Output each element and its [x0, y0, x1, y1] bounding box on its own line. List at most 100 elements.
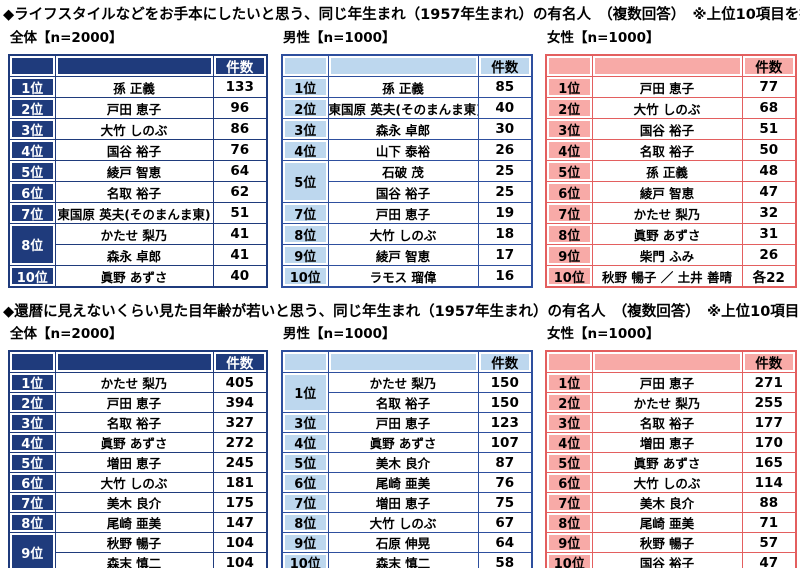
rank-cell: 3位 [8, 118, 56, 140]
name-cell: 眞野 あずさ [54, 265, 214, 288]
rank-cell: 1位 [8, 372, 56, 393]
rank-cell: 5位 [545, 452, 593, 473]
table-row: 6位 名取 裕子 62 [8, 181, 268, 203]
name-cell: 綾戸 智恵 [54, 160, 214, 182]
table-row: 森末 慎二 104 [9, 552, 268, 568]
rank-header-cell [8, 54, 56, 77]
table-row: 1位 戸田 恵子 271 [545, 372, 797, 393]
name-cell: 増田 恵子 [591, 432, 743, 453]
count-header-cell: 件数 [741, 54, 797, 77]
count-cell: 114 [741, 472, 797, 493]
count-cell: 51 [212, 202, 268, 224]
name-header-cell [327, 350, 479, 373]
name-cell: 国谷 裕子 [591, 118, 743, 140]
count-cell: 25 [477, 160, 533, 182]
name-header-cell [54, 54, 214, 77]
count-cell: 50 [741, 139, 797, 161]
rank-cell: 10位 [545, 552, 593, 568]
header-row: 件数 [8, 54, 268, 77]
count-cell: 57 [741, 532, 797, 553]
count-cell: 47 [741, 552, 797, 568]
count-cell: 123 [477, 412, 533, 433]
name-cell: 戸田 恵子 [54, 97, 214, 119]
table-row: 8位 かたせ 梨乃 41 [8, 223, 268, 266]
count-header-cell: 件数 [212, 350, 268, 373]
name-cell: 尾崎 亜美 [591, 512, 743, 533]
table-row: 10位 眞野 あずさ 40 [8, 265, 268, 288]
rank-cell: 6位 [545, 181, 593, 203]
count-cell: 62 [212, 181, 268, 203]
table-row: 5位 増田 恵子 245 [8, 452, 268, 473]
count-cell: 177 [741, 412, 797, 433]
count-header-cell: 件数 [477, 350, 533, 373]
name-header-cell [591, 54, 743, 77]
table-row: 6位 尾崎 亜美 76 [281, 472, 533, 493]
name-cell: 孫 正義 [54, 76, 214, 98]
table-row: 6位 綾戸 智恵 47 [545, 181, 797, 203]
count-cell: 68 [741, 97, 797, 119]
header-row: 件数 [8, 350, 268, 373]
table-block-young-female: 女性【n=1000】 件数 1位 戸田 恵子 271 2位 かたせ 梨乃 255 3位 名取 裕… [545, 326, 797, 568]
rank-cell: 4位 [281, 139, 329, 161]
table-row: 4位 増田 恵子 170 [545, 432, 797, 453]
table-row: 8位 大竹 しのぶ 18 [281, 223, 533, 245]
table-label-female: 女性【n=1000】 [547, 326, 660, 342]
table-row: 5位 眞野 あずさ 165 [545, 452, 797, 473]
count-cell: 87 [477, 452, 533, 473]
count-cell: 58 [477, 552, 533, 568]
table-row: 9位 秋野 暢子 57 [545, 532, 797, 553]
table-row: 5位孫 正義 48 [545, 160, 797, 182]
count-cell: 26 [741, 244, 797, 266]
name-cell: 尾崎 亜美 [327, 472, 479, 493]
rank-cell: 1位 [545, 76, 593, 98]
name-cell: 森永 卓郎 [54, 244, 214, 266]
rank-cell: 2位 [545, 392, 593, 413]
table-row: 7位 東国原 英夫(そのまんま東) 51 [8, 202, 268, 224]
count-cell: 170 [741, 432, 797, 453]
rank-header-cell [281, 350, 329, 373]
table-row: 4位 眞野 あずさ 107 [281, 432, 533, 453]
rank-header-cell [281, 54, 329, 77]
table-row: 9位 秋野 暢子 104 [8, 532, 268, 568]
table-block-lifestyle-female: 女性【n=1000】 件数 1位 戸田 恵子 77 2位 大竹 しのぶ 68 3位 国谷 裕子 5… [545, 30, 797, 288]
table-row: 4位 国谷 裕子 76 [8, 139, 268, 161]
count-cell: 86 [212, 118, 268, 140]
count-cell: 96 [212, 97, 268, 119]
table-row: 2位 大竹 しのぶ 68 [545, 97, 797, 119]
table-row: 1位孫 正義 85 [281, 76, 533, 98]
count-cell: 107 [477, 432, 533, 453]
count-cell: 181 [212, 472, 268, 493]
table-row: 10位 秋野 暢子 ／ 土井 善晴 各22 [545, 265, 797, 288]
count-cell: 75 [477, 492, 533, 513]
name-header-cell [327, 54, 479, 77]
name-cell: 尾崎 亜美 [54, 512, 214, 533]
table-row: 1位 戸田 恵子 77 [545, 76, 797, 98]
name-cell: 森末 慎二 [54, 552, 214, 568]
name-cell: 孫 正義 [327, 76, 479, 98]
rank-cell: 4位 [545, 432, 593, 453]
count-cell: 30 [477, 118, 533, 140]
rank-cell: 4位 [281, 432, 329, 453]
name-cell: 名取 裕子 [591, 412, 743, 433]
rank-cell: 9位 [281, 244, 329, 266]
table-row: 5位 綾戸 智恵 64 [8, 160, 268, 182]
count-cell: 41 [212, 244, 268, 266]
table-label-male: 男性【n=1000】 [283, 326, 396, 342]
name-cell: 眞野 あずさ [327, 432, 479, 453]
table-row: 3位 大竹 しのぶ 86 [8, 118, 268, 140]
name-cell: 戸田 恵子 [327, 202, 479, 224]
rank-cell: 6位 [545, 472, 593, 493]
ranking-table-lifestyle-female: 件数 1位 戸田 恵子 77 2位 大竹 しのぶ 68 3位 国谷 裕子 51 4位 名取 裕子 50 5… [545, 54, 797, 288]
name-cell: ラモス 瑠偉 [327, 265, 479, 288]
name-cell: 大竹 しのぶ [591, 472, 743, 493]
name-cell: 増田 恵子 [54, 452, 214, 473]
table-row: 7位 戸田 恵子 19 [281, 202, 533, 224]
name-cell: 眞野 あずさ [54, 432, 214, 453]
table-row: 3位 国谷 裕子 51 [545, 118, 797, 140]
table-row: 7位 増田 恵子 75 [281, 492, 533, 513]
rank-cell: 8位 [545, 223, 593, 245]
count-cell: 25 [477, 181, 533, 203]
name-cell: 美木 良介 [327, 452, 479, 473]
ranking-table-lifestyle-male: 件数 1位孫 正義 85 2位 東国原 英夫(そのまんま東) 40 3位 森永 卓郎 30 4位山… [281, 54, 533, 288]
count-cell: 245 [212, 452, 268, 473]
